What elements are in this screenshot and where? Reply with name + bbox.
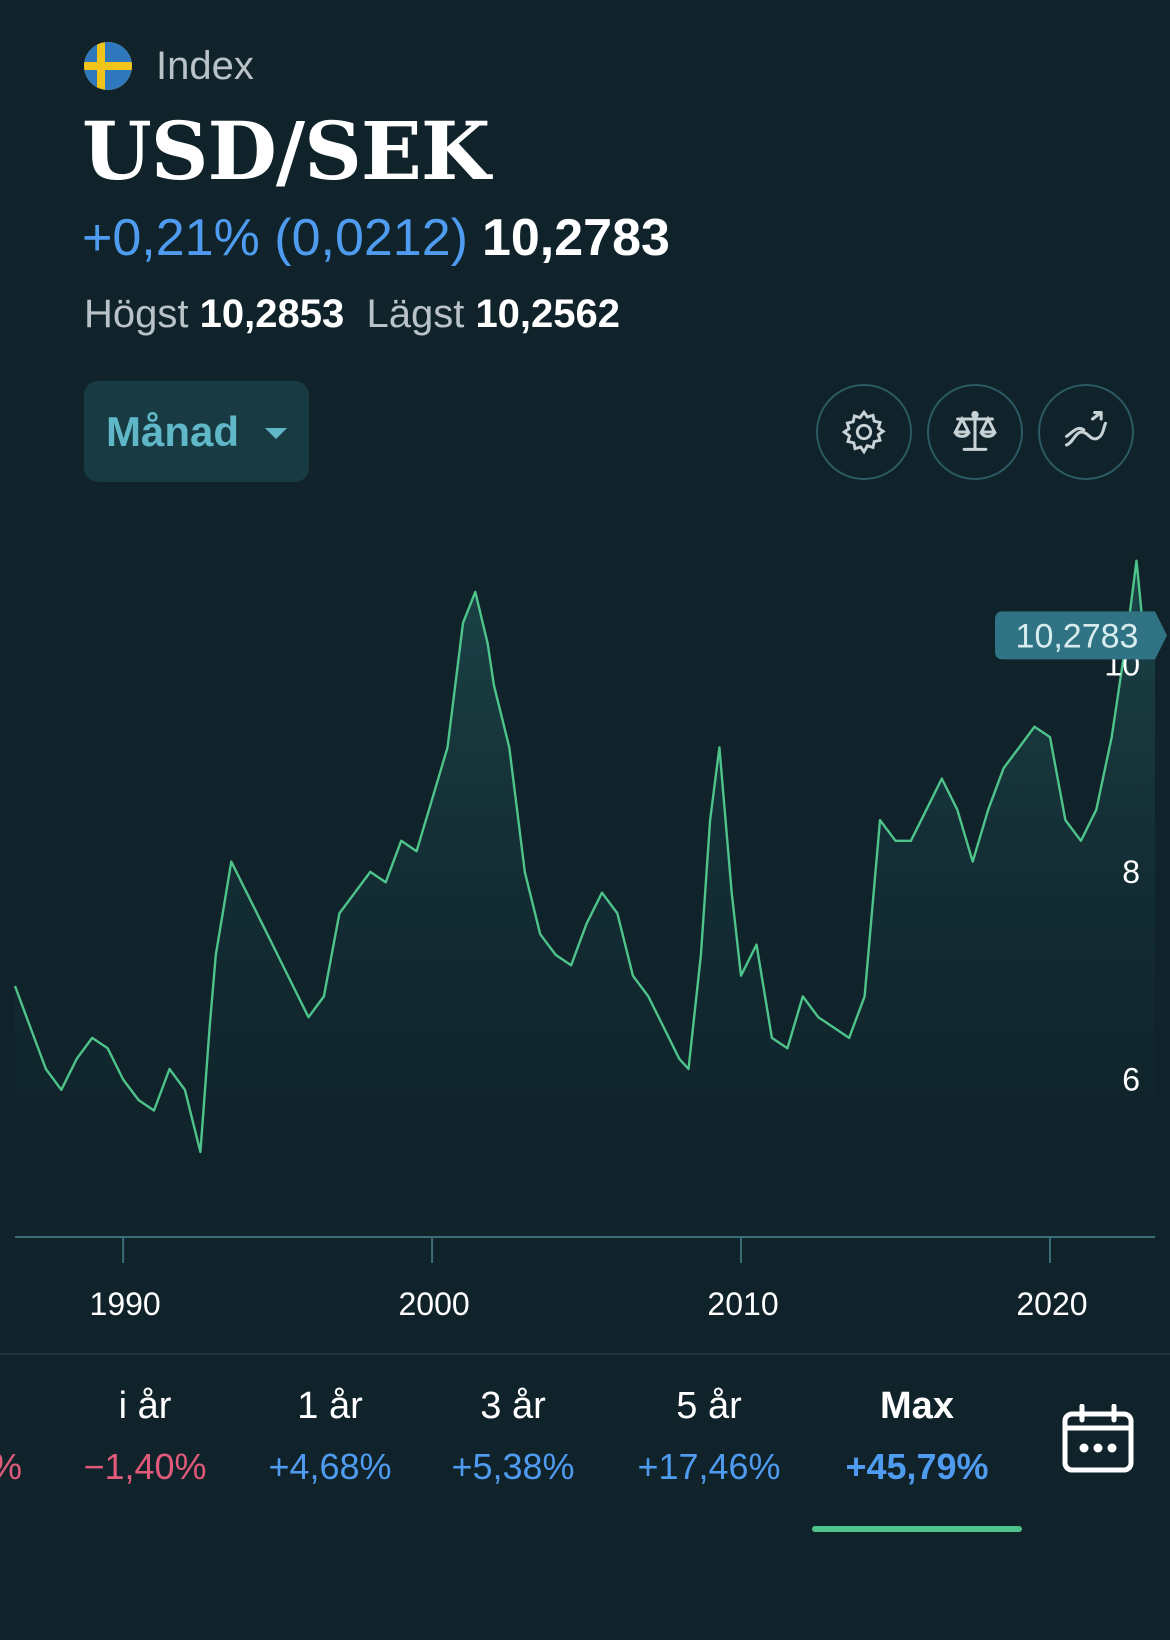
price-row: +0,21% (0,0212) 10,2783 xyxy=(82,208,670,268)
tab-label: i år xyxy=(118,1385,172,1427)
y-tick-label: 8 xyxy=(1122,854,1140,890)
high-value: 10,2853 xyxy=(199,292,345,336)
sweden-flag-icon xyxy=(84,42,132,90)
caret-down-icon xyxy=(265,428,288,439)
x-tick-label: 2010 xyxy=(707,1286,778,1322)
tab-value: +17,46% xyxy=(637,1446,781,1487)
active-tab-indicator xyxy=(812,1526,1022,1532)
tab-label: 5 år xyxy=(676,1385,742,1427)
period-label: Månad xyxy=(106,407,240,455)
tab-label: 1 år xyxy=(297,1385,363,1427)
high-label: Högst xyxy=(84,292,189,336)
y-tick-label: 6 xyxy=(1122,1061,1140,1097)
settings-button[interactable] xyxy=(816,384,912,480)
tab-3-years[interactable]: 3 år +5,38% xyxy=(433,1385,593,1488)
series-line xyxy=(13,559,1156,1154)
chart-trend-icon xyxy=(1064,410,1108,447)
low-label: Lägst xyxy=(366,292,465,336)
compare-button[interactable] xyxy=(927,384,1023,480)
current-value-tag xyxy=(995,611,1167,660)
divider xyxy=(0,1353,1170,1355)
page-title: USD/SEK xyxy=(82,104,490,198)
x-tick-label: 2000 xyxy=(398,1286,469,1322)
period-dropdown[interactable]: Månad xyxy=(84,381,309,482)
tab-1-year[interactable]: 1 år +4,68% xyxy=(250,1385,410,1488)
tab-value: +45,79% xyxy=(845,1446,989,1487)
tab-5-years[interactable]: 5 år +17,46% xyxy=(619,1385,799,1488)
tab-this-year[interactable]: i år −1,40% xyxy=(70,1385,220,1488)
scale-icon xyxy=(953,410,997,451)
high-low-row: Högst 10,2853 Lägst 10,2562 xyxy=(84,292,620,337)
x-tick-label: 1990 xyxy=(90,1286,161,1322)
low-value: 10,2562 xyxy=(475,292,621,336)
tab-label: 3 år xyxy=(480,1385,546,1427)
indicators-button[interactable] xyxy=(1038,384,1134,480)
current-price: 10,2783 xyxy=(481,209,670,267)
x-tick-label: 2020 xyxy=(1016,1286,1087,1322)
current-value-label: 10,2783 xyxy=(1016,617,1139,655)
tab-ytd-partial[interactable]: % xyxy=(0,1385,26,1488)
tab-value: −1,40% xyxy=(83,1446,207,1487)
gear-icon xyxy=(841,409,886,455)
tab-label: Max xyxy=(880,1385,954,1427)
tab-value: +5,38% xyxy=(451,1446,575,1487)
tab-value: +4,68% xyxy=(268,1446,392,1487)
period-tabs: % i år −1,40% 1 år +4,68% 3 år +5,38% 5 … xyxy=(0,1385,1170,1535)
calendar-icon[interactable] xyxy=(1062,1404,1134,1474)
series-area xyxy=(15,560,1155,1237)
tab-value: % xyxy=(0,1446,26,1488)
price-change: +0,21% (0,0212) xyxy=(82,209,468,267)
instrument-type: Index xyxy=(156,44,254,88)
tab-max[interactable]: Max +45,79% xyxy=(812,1385,1022,1488)
